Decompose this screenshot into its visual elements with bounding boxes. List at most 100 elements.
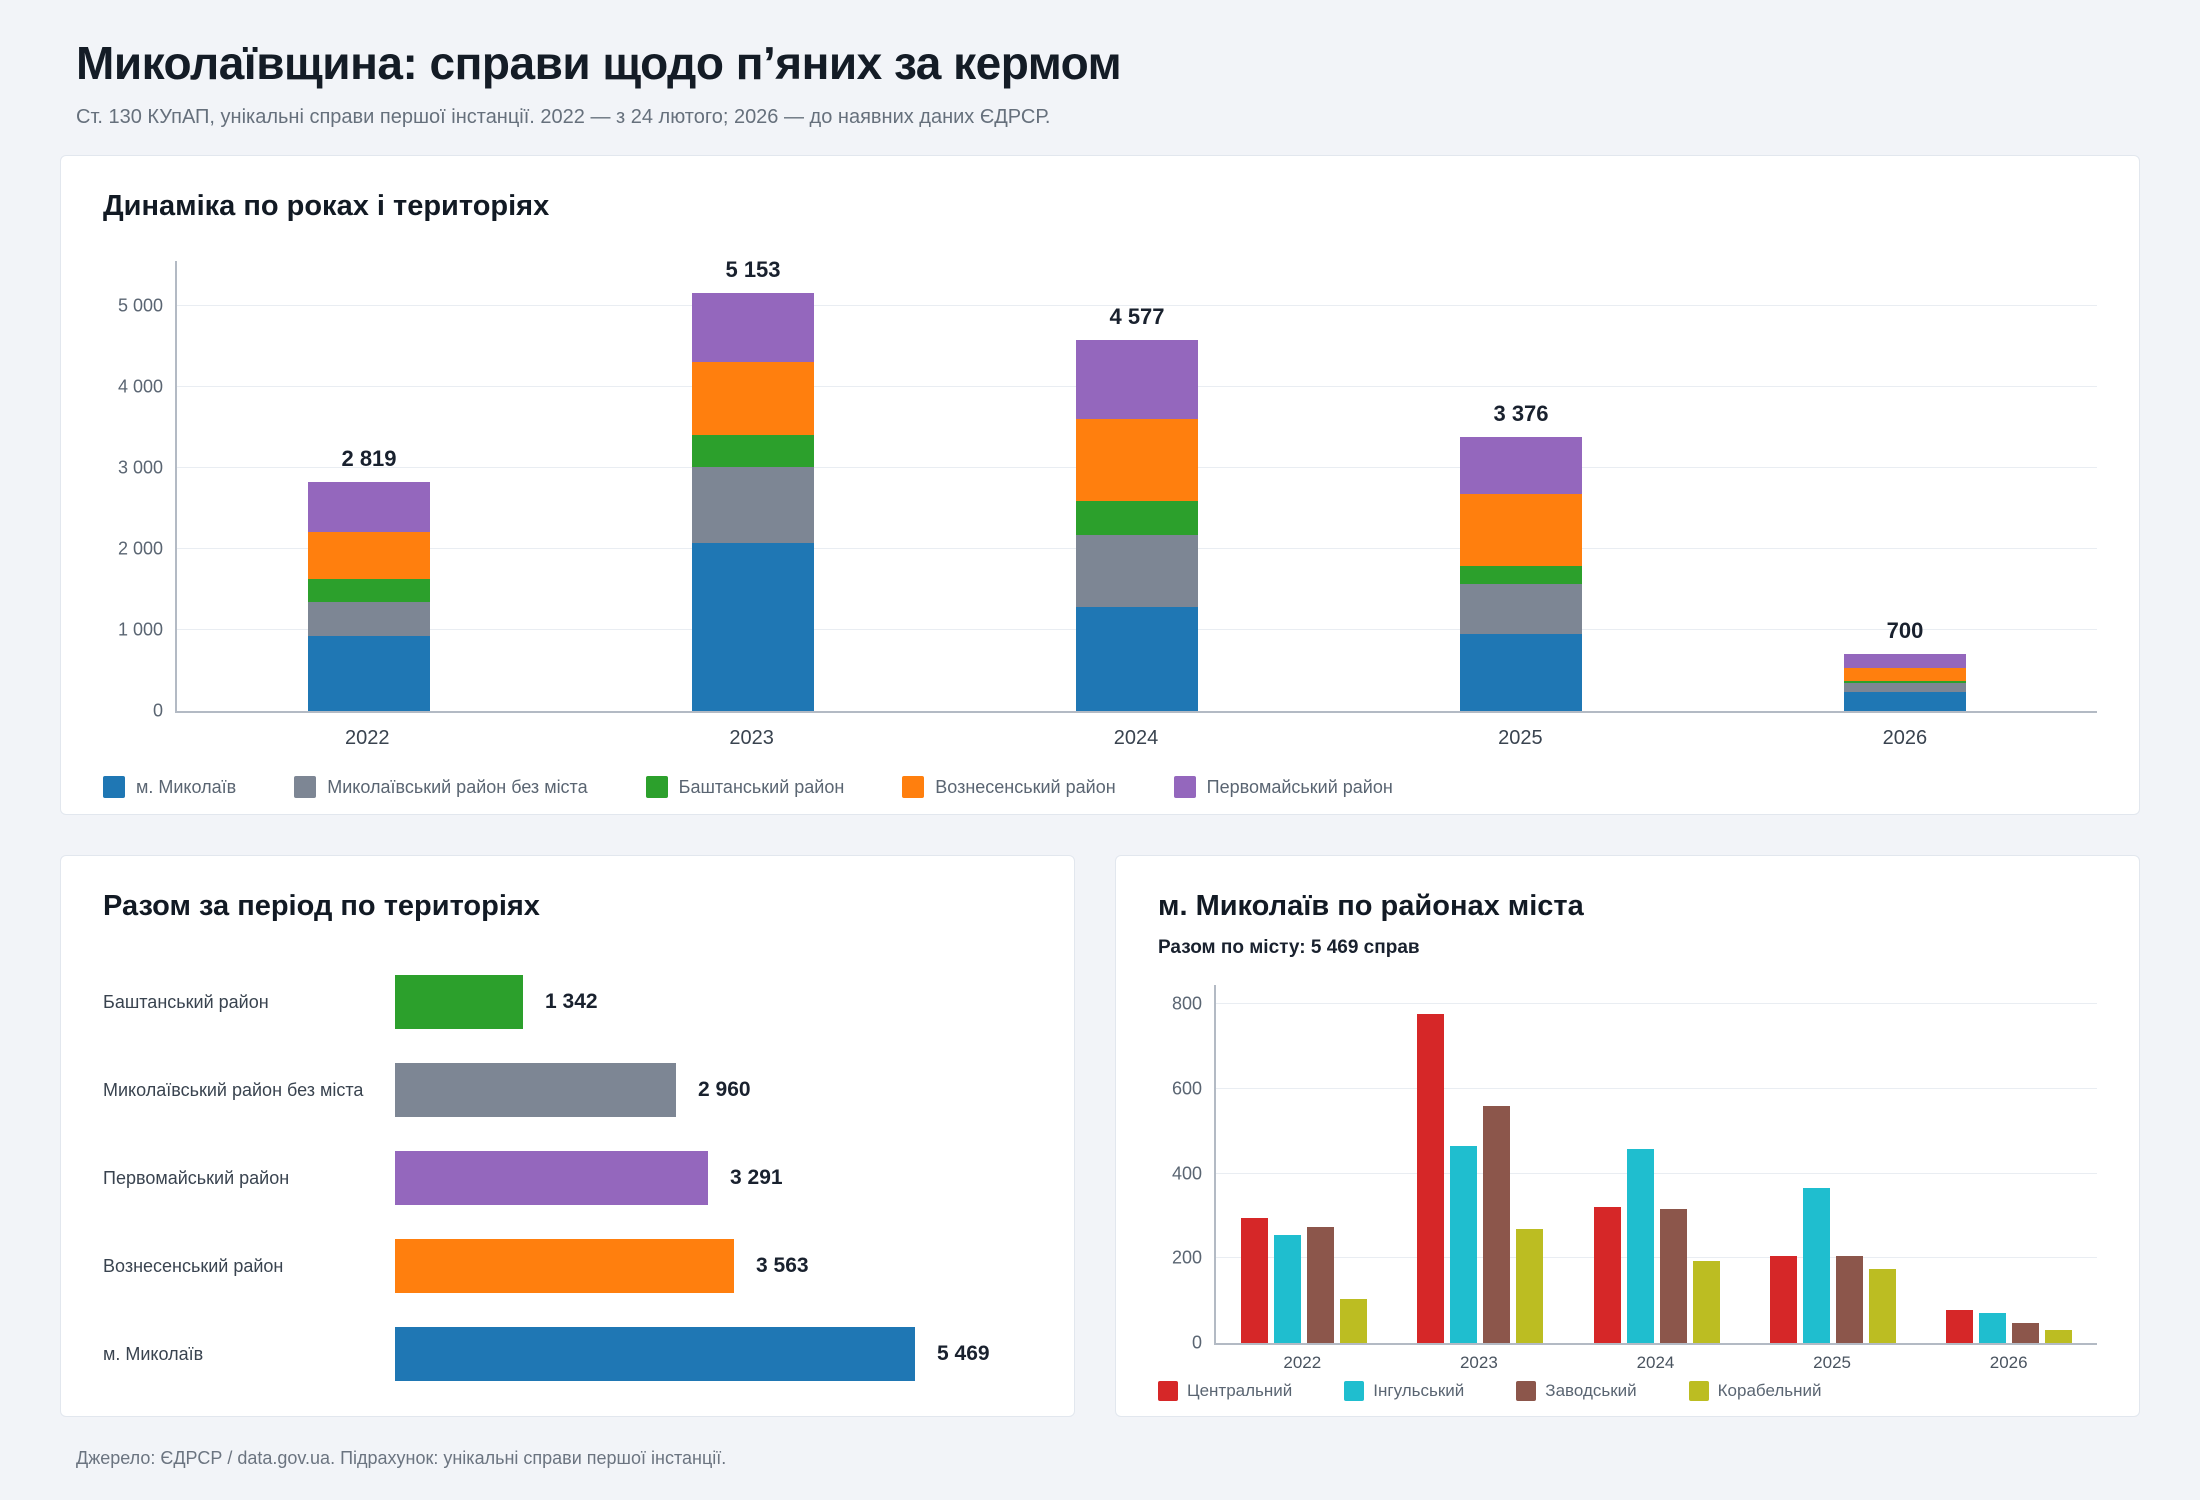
h-bar-value: 1 342 [545, 990, 598, 1013]
bar-segment [1844, 680, 1966, 683]
y-tick-label: 800 [1171, 993, 1202, 1014]
dynamics-chart-title: Динаміка по роках і територіях [103, 190, 550, 222]
grouped-bar [1307, 1227, 1335, 1343]
h-bar-row: м. Миколаїв 5 469 [103, 1327, 1032, 1381]
bar-segment [308, 531, 430, 579]
bar-group-slot [1745, 985, 1921, 1343]
stacked-chart-x-axis: 2022 2023 2024 2025 2026 [175, 727, 2097, 750]
stacked-bar [308, 482, 430, 711]
x-tick-label: 2024 [1636, 1353, 1675, 1372]
h-bar-label: м. Миколаїв [103, 1343, 204, 1364]
x-tick-label: 2024 [1113, 727, 1159, 749]
grouped-bar [1835, 1255, 1863, 1343]
grouped-bar [1516, 1229, 1544, 1343]
bar-slot: 700 [1713, 261, 2097, 711]
bar-slot: 3 376 [1329, 261, 1713, 711]
x-tick-label: 2025 [1498, 727, 1543, 749]
legend-swatch [902, 776, 925, 798]
grouped-chart-x-axis: 2022 2023 2024 2025 2026 [1214, 1353, 2097, 1373]
bar-segment [308, 482, 430, 532]
legend-label: Центральний [1187, 1381, 1293, 1400]
plot-area: 2 819 5 153 4 577 3 376 700 [177, 257, 2097, 711]
h-bar [395, 1239, 734, 1293]
bar-segment [1076, 339, 1198, 419]
stacked-bar [1844, 654, 1966, 711]
y-tick-label: 2 000 [117, 538, 163, 559]
grouped-bar [2044, 1329, 2072, 1343]
h-bar-label: Вознесенський район [103, 1255, 284, 1276]
page-title: Миколаївщина: справи щодо п’яних за керм… [76, 37, 1122, 89]
h-bar-label: Первомайський район [103, 1167, 290, 1188]
bar-segment [1460, 437, 1582, 495]
bar-group [1769, 985, 1896, 1343]
h-bar-row: Вознесенський район 3 563 [103, 1239, 1032, 1293]
legend-swatch [103, 776, 125, 798]
grouped-bar [1626, 1149, 1654, 1343]
x-tick-label: 2023 [729, 727, 774, 749]
plot-area [1216, 985, 2097, 1343]
y-tick-label: 1 000 [117, 619, 163, 640]
x-tick-label: 2022 [344, 727, 390, 749]
legend-label: м. Миколаїв [136, 776, 237, 797]
x-tick-label: 2026 [1989, 1353, 2028, 1372]
bar-segment [1844, 682, 1966, 693]
bar-segment [1844, 692, 1966, 711]
bar-total-label: 4 577 [1109, 303, 1165, 329]
bar-slot: 4 577 [945, 261, 1329, 711]
h-bar-label: Миколаївський район без міста [103, 1079, 364, 1100]
legend-item: Баштанський район [645, 776, 844, 798]
h-bar-value: 2 960 [698, 1078, 751, 1101]
gridline [1216, 1003, 2097, 1005]
h-bar [395, 1327, 915, 1381]
legend-item: Інгульський [1344, 1381, 1464, 1401]
bar-segment [1460, 494, 1582, 567]
legend-item: Центральний [1158, 1381, 1292, 1401]
grouped-bar [1340, 1298, 1368, 1343]
bar-segment [308, 635, 430, 711]
bar-segment [1844, 667, 1966, 681]
h-bar-row: Первомайський район 3 291 [103, 1151, 1032, 1205]
grouped-bar [2011, 1322, 2039, 1343]
city-chart-subtitle: Разом по місту: 5 469 справ [1158, 937, 1420, 958]
legend-item: м. Миколаїв [103, 776, 236, 798]
city-districts-card: м. Миколаїв по районах міста Разом по мі… [1115, 855, 2140, 1417]
h-bar [395, 1151, 708, 1205]
bar-group [1593, 985, 1720, 1343]
bar-segment [1076, 534, 1198, 607]
bar-segment [692, 435, 814, 468]
grouped-bar [1450, 1145, 1478, 1343]
legend-swatch [1158, 1381, 1178, 1401]
page-header: Миколаївщина: справи щодо п’яних за керм… [76, 36, 1122, 129]
h-bar-row: Миколаївський район без міста 2 960 [103, 1063, 1032, 1117]
gridline [1216, 1257, 2097, 1259]
bar-total-label: 2 819 [341, 446, 397, 472]
grouped-bar [1659, 1208, 1687, 1343]
grouped-bar [1483, 1105, 1511, 1343]
grouped-bar [1802, 1188, 1830, 1343]
y-tick-label: 200 [1171, 1247, 1202, 1268]
bar-segment [1076, 501, 1198, 535]
h-bar-label: Баштанський район [103, 991, 269, 1012]
y-tick-label: 4 000 [117, 376, 163, 397]
x-tick-label: 2022 [1283, 1353, 1322, 1372]
legend-swatch [1516, 1381, 1537, 1401]
grouped-column-chart: 0 200 400 600 800 [1172, 985, 2097, 1353]
bar-segment [1460, 584, 1582, 634]
y-tick-label: 600 [1171, 1078, 1202, 1099]
legend-item: Корабельний [1688, 1381, 1822, 1401]
legend-label: Вознесенський район [935, 776, 1116, 797]
legend-label: Заводський [1545, 1381, 1637, 1400]
h-bar-value: 5 469 [937, 1342, 990, 1365]
bar-group-slot [1921, 985, 2097, 1343]
stacked-bar [1460, 437, 1582, 711]
bar-group [1417, 985, 1544, 1343]
stacked-chart-legend: м. Миколаїв Миколаївський район без міста… [103, 776, 2097, 798]
gridline [1216, 1087, 2097, 1089]
y-tick-label: 400 [1171, 1163, 1202, 1184]
grouped-chart-legend: Центральний Інгульський Заводський Корабель… [1158, 1381, 2097, 1401]
h-bar [395, 975, 523, 1029]
legend-item: Заводський [1516, 1381, 1637, 1401]
grouped-bar [1945, 1309, 1973, 1343]
x-tick-label: 2025 [1813, 1353, 1851, 1372]
grouped-bar [1769, 1255, 1797, 1343]
